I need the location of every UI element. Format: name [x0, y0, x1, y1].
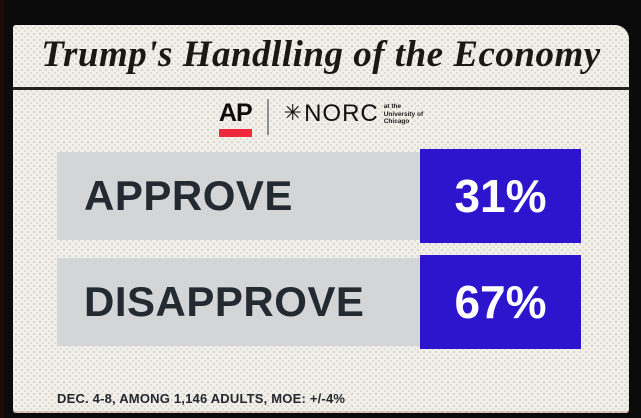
title-divider-rule	[13, 87, 629, 90]
disapprove-label: DISAPPROVE	[84, 278, 365, 325]
poll-graphic-card: Trump's Handlling of the Economy AP ✳ NO…	[13, 25, 629, 413]
frame-left-edge	[0, 0, 4, 418]
ap-logo: AP	[218, 99, 253, 137]
norc-tagline-line: Chicago	[383, 118, 410, 125]
norc-tagline: at the University of Chicago	[384, 103, 423, 126]
methodology-footnote: DEC. 4-8, AMONG 1,146 ADULTS, MOE: +/-4%	[57, 391, 346, 406]
ap-logo-red-bar	[218, 129, 252, 137]
disapprove-label-bar: DISAPPROVE	[57, 258, 420, 346]
logo-divider	[266, 99, 269, 135]
approve-label-bar: APPROVE	[57, 152, 420, 240]
norc-logo: ✳ NORC at the University of Chicago	[284, 101, 423, 127]
norc-star-icon: ✳	[283, 101, 303, 126]
ap-logo-text: AP	[218, 99, 253, 127]
approve-value: 31%	[454, 170, 547, 222]
approve-value-box: 31%	[420, 149, 581, 243]
disapprove-value-box: 67%	[420, 255, 581, 349]
disapprove-value: 67%	[454, 276, 547, 328]
source-logo-row: AP ✳ NORC at the University of Chicago	[13, 97, 629, 137]
approve-label: APPROVE	[84, 172, 293, 219]
norc-logo-text: NORC	[304, 100, 379, 127]
norc-tagline-line: at the	[383, 103, 402, 110]
norc-tagline-line: University of	[383, 110, 424, 118]
page-title: Trump's Handlling of the Economy	[41, 34, 601, 75]
